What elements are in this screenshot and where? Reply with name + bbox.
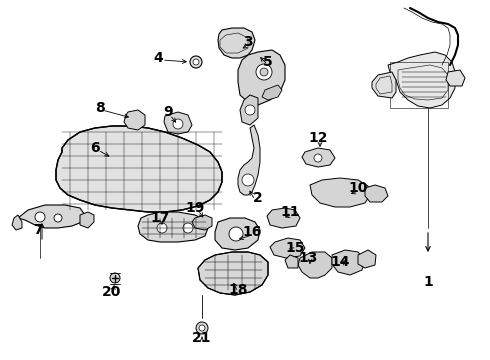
Circle shape [199, 325, 205, 331]
Text: 14: 14 [330, 255, 350, 269]
Text: 12: 12 [308, 131, 328, 145]
Polygon shape [198, 252, 268, 295]
Polygon shape [192, 215, 212, 230]
Circle shape [110, 273, 120, 283]
Circle shape [196, 322, 208, 334]
Circle shape [229, 227, 243, 241]
Polygon shape [310, 178, 370, 207]
Polygon shape [215, 218, 260, 250]
Text: 8: 8 [95, 101, 105, 115]
Text: 2: 2 [253, 191, 263, 205]
Polygon shape [358, 250, 376, 268]
Polygon shape [262, 85, 282, 100]
Polygon shape [124, 110, 145, 130]
Text: 17: 17 [150, 211, 170, 225]
Circle shape [242, 174, 254, 186]
Text: 5: 5 [263, 55, 273, 69]
Polygon shape [332, 250, 365, 275]
Text: 7: 7 [33, 223, 43, 237]
Text: 21: 21 [192, 331, 212, 345]
Polygon shape [218, 28, 255, 58]
Polygon shape [80, 212, 94, 228]
Text: 20: 20 [102, 285, 122, 299]
Circle shape [245, 105, 255, 115]
Polygon shape [164, 112, 192, 134]
Text: 13: 13 [298, 251, 318, 265]
Text: 1: 1 [423, 275, 433, 289]
Circle shape [173, 119, 183, 129]
Polygon shape [285, 255, 298, 268]
Text: 4: 4 [153, 51, 163, 65]
Circle shape [183, 223, 193, 233]
Polygon shape [240, 95, 258, 125]
Polygon shape [238, 50, 285, 105]
Circle shape [54, 214, 62, 222]
Polygon shape [298, 252, 332, 278]
Text: 9: 9 [163, 105, 173, 119]
Circle shape [157, 223, 167, 233]
Circle shape [314, 154, 322, 162]
Text: 15: 15 [285, 241, 305, 255]
Polygon shape [56, 126, 222, 212]
Circle shape [193, 59, 199, 65]
Polygon shape [372, 72, 396, 98]
Polygon shape [12, 215, 22, 230]
Polygon shape [302, 148, 335, 167]
Text: 16: 16 [243, 225, 262, 239]
Circle shape [190, 56, 202, 68]
Text: 11: 11 [280, 205, 300, 219]
Text: 18: 18 [228, 283, 248, 297]
Polygon shape [270, 238, 305, 258]
Text: 6: 6 [90, 141, 100, 155]
Polygon shape [446, 70, 465, 86]
Polygon shape [238, 125, 260, 195]
Circle shape [260, 68, 268, 76]
Polygon shape [267, 208, 300, 228]
Text: 19: 19 [185, 201, 205, 215]
Polygon shape [388, 52, 455, 108]
Polygon shape [138, 212, 208, 242]
Text: 3: 3 [243, 35, 253, 49]
Circle shape [35, 212, 45, 222]
Polygon shape [18, 205, 85, 228]
Polygon shape [365, 185, 388, 202]
Circle shape [256, 64, 272, 80]
Text: 10: 10 [348, 181, 368, 195]
